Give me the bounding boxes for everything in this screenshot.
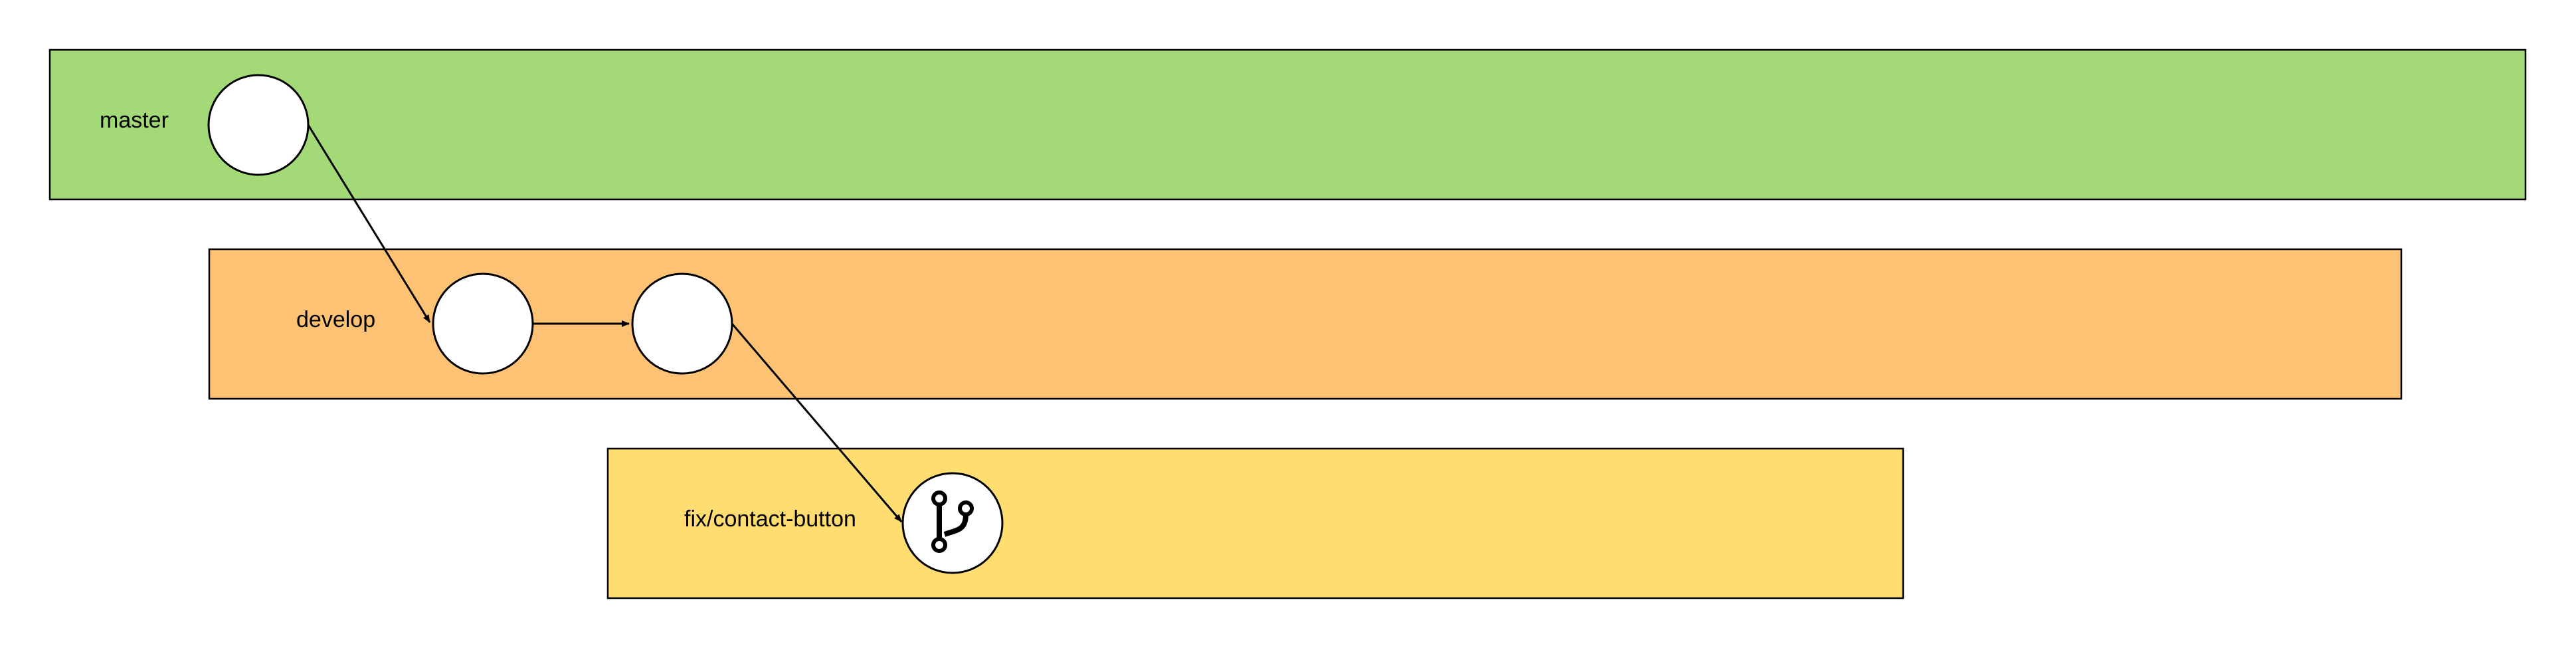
- commit-node-develop-1[interactable]: [432, 272, 534, 375]
- edges: [307, 124, 903, 522]
- lane-master-band: [48, 49, 2527, 201]
- lane-fix-band: [606, 447, 1904, 599]
- lane-master-label: master: [100, 108, 169, 133]
- nodes: [207, 74, 1004, 574]
- lane-fix: fix/contact-button: [606, 447, 1904, 599]
- commit-node-master[interactable]: [207, 74, 310, 176]
- commit-node-fix[interactable]: [901, 472, 1004, 574]
- commit-node-develop-2[interactable]: [631, 272, 733, 375]
- lane-develop-label: develop: [296, 307, 375, 332]
- git-branch-icon: [931, 490, 974, 553]
- lane-fix-label: fix/contact-button: [684, 506, 856, 532]
- lane-master: master: [48, 49, 2527, 201]
- edge-develop-to-fix: [731, 323, 903, 522]
- edge-master-to-develop: [307, 124, 431, 323]
